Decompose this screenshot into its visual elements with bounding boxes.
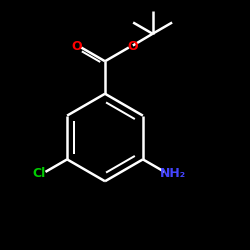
Text: Cl: Cl <box>32 168 46 180</box>
Text: NH₂: NH₂ <box>160 166 186 179</box>
Text: O: O <box>71 40 82 53</box>
Text: O: O <box>127 40 138 53</box>
